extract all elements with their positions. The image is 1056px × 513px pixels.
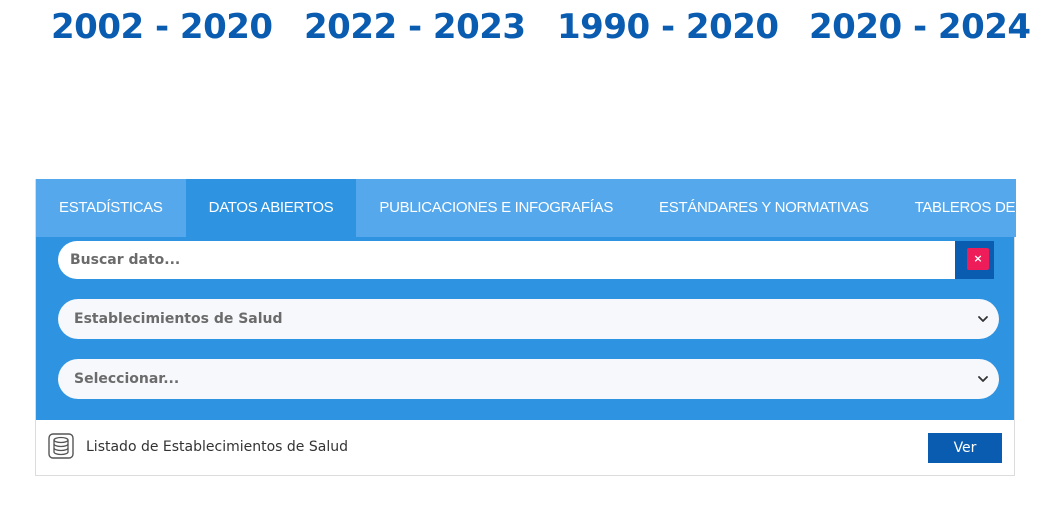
tab-publicaciones-infografias[interactable]: PUBLICACIONES E INFOGRAFÍAS [379, 199, 614, 216]
search-clear-container: × [955, 241, 994, 279]
category-select[interactable]: Establecimientos de Salud [58, 299, 999, 339]
chevron-down-icon [978, 376, 988, 382]
tab-bar: ESTADÍSTICAS DATOS ABIERTOS PUBLICACIONE… [36, 179, 1029, 237]
tab-estadisticas[interactable]: ESTADÍSTICAS [59, 199, 163, 216]
tab-tableros-deis[interactable]: TABLEROS DEIS [914, 199, 1030, 216]
tab-datos-abiertos[interactable]: DATOS ABIERTOS [185, 179, 357, 237]
chevron-down-icon [978, 316, 988, 322]
search-row: × [58, 241, 994, 279]
year-range: 2002 - 2020 [51, 7, 273, 47]
tab-estandares-normativas[interactable]: ESTÁNDARES Y NORMATIVAS [659, 199, 869, 216]
filters-area: × Establecimientos de Salud Seleccionar.… [36, 237, 1014, 420]
year-range: 2022 - 2023 [304, 7, 526, 47]
view-button[interactable]: Ver [928, 433, 1002, 463]
database-icon [48, 433, 74, 459]
category-select-value: Establecimientos de Salud [74, 311, 283, 327]
subcategory-select[interactable]: Seleccionar... [58, 359, 999, 399]
close-icon[interactable]: × [967, 248, 989, 270]
search-input[interactable] [58, 241, 955, 279]
year-range: 1990 - 2020 [557, 7, 779, 47]
subcategory-select-value: Seleccionar... [74, 371, 180, 387]
result-label: Listado de Establecimientos de Salud [86, 439, 348, 455]
data-panel: ESTADÍSTICAS DATOS ABIERTOS PUBLICACIONE… [35, 179, 1029, 476]
result-row: Listado de Establecimientos de Salud Ver [36, 420, 1014, 475]
year-range: 2020 - 2024 [809, 7, 1031, 47]
year-ranges: 2002 - 2020 2022 - 2023 1990 - 2020 2020… [0, 0, 1056, 60]
